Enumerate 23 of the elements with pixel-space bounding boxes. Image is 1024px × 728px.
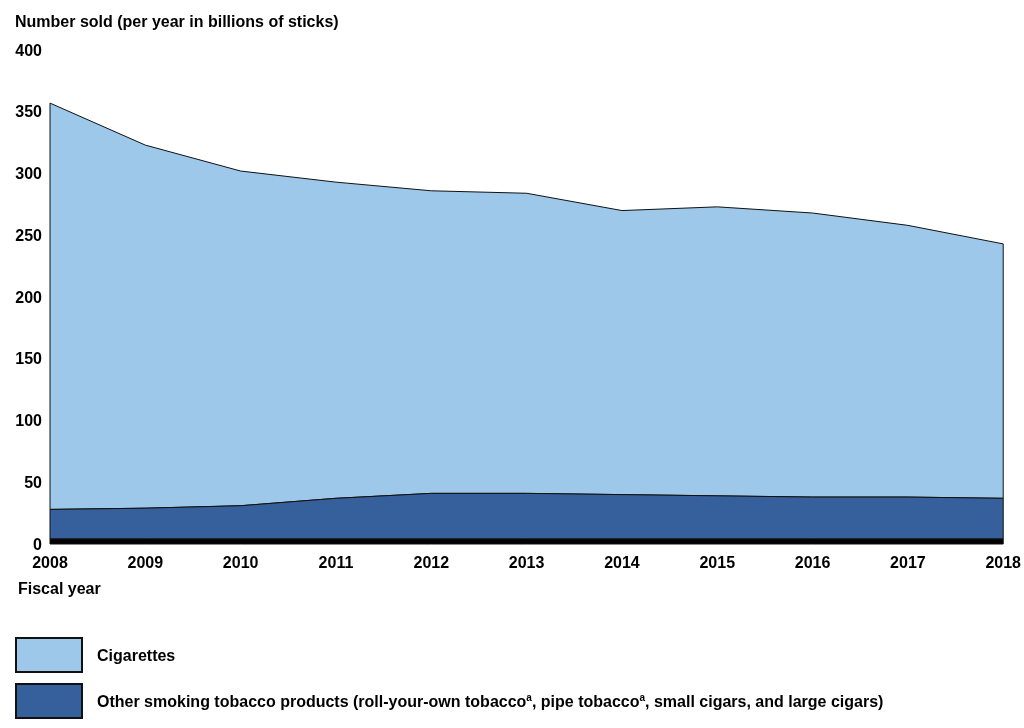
- x-tick-label: 2008: [32, 553, 68, 571]
- x-axis-title: Fiscal year: [18, 579, 101, 597]
- y-tick-label: 300: [15, 165, 43, 182]
- y-tick-label: 350: [15, 103, 43, 121]
- x-tick-label: 2016: [794, 553, 831, 571]
- x-tick-label: 2018: [985, 553, 1022, 571]
- y-tick-label: 250: [15, 226, 43, 244]
- y-axis-title: Number sold (per year in billions of sticks): [15, 12, 339, 30]
- x-tick-label: 2012: [413, 553, 450, 571]
- legend-label: Cigarettes: [97, 646, 176, 664]
- x-tick-label: 2017: [890, 553, 926, 571]
- y-tick-label: 100: [15, 412, 43, 429]
- x-tick-label: 2010: [222, 553, 259, 571]
- x-tick-label: 2011: [318, 553, 354, 571]
- x-tick-label: 2015: [699, 553, 736, 571]
- x-tick-label: 2014: [604, 553, 640, 571]
- x-tick-label: 2009: [127, 553, 164, 571]
- y-tick-label: 150: [15, 350, 43, 368]
- y-tick-label: 50: [24, 473, 43, 491]
- y-tick-label: 0: [33, 535, 43, 553]
- x-tick-label: 2013: [508, 553, 545, 571]
- y-tick-label: 200: [15, 288, 43, 306]
- y-tick-label: 400: [15, 41, 43, 59]
